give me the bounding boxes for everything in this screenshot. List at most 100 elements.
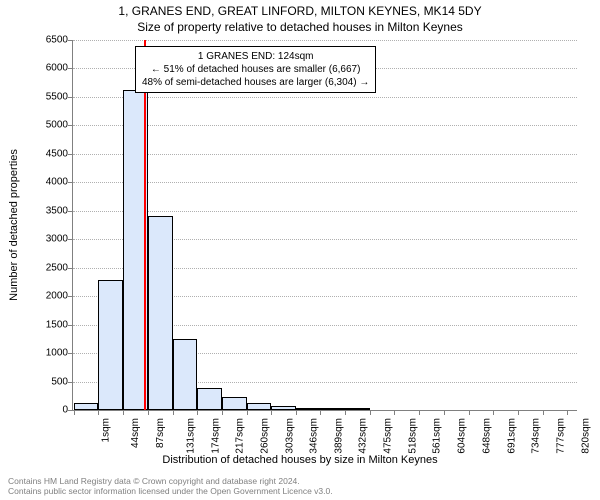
x-axis-label: Distribution of detached houses by size …: [0, 454, 600, 466]
xtick-mark: [370, 410, 371, 415]
xtick-label: 691sqm: [506, 418, 517, 454]
xtick-mark: [222, 410, 223, 415]
chart-container: 1, GRANES END, GREAT LINFORD, MILTON KEY…: [0, 0, 600, 500]
histogram-bar: [197, 388, 222, 410]
histogram-bar: [271, 406, 296, 410]
xtick-label: 518sqm: [407, 418, 418, 454]
ytick-label: 3500: [28, 205, 68, 216]
ytick-label: 500: [28, 376, 68, 387]
ytick-mark: [68, 211, 73, 212]
ytick-label: 5000: [28, 120, 68, 131]
ytick-label: 6000: [28, 63, 68, 74]
chart-title-line1: 1, GRANES END, GREAT LINFORD, MILTON KEY…: [0, 4, 600, 18]
xtick-label: 475sqm: [383, 418, 394, 454]
xtick-label: 389sqm: [333, 418, 344, 454]
ytick-mark: [68, 154, 73, 155]
xtick-mark: [148, 410, 149, 415]
histogram-bar: [173, 339, 198, 410]
ytick-mark: [68, 68, 73, 69]
xtick-mark: [469, 410, 470, 415]
plot-area: 1 GRANES END: 124sqm ← 51% of detached h…: [72, 40, 577, 411]
ytick-mark: [68, 182, 73, 183]
ytick-mark: [68, 97, 73, 98]
xtick-mark: [567, 410, 568, 415]
gridline-h: [73, 125, 577, 126]
xtick-mark: [123, 410, 124, 415]
ytick-mark: [68, 296, 73, 297]
ytick-label: 6500: [28, 35, 68, 46]
xtick-mark: [247, 410, 248, 415]
xtick-label: 734sqm: [531, 418, 542, 454]
xtick-mark: [98, 410, 99, 415]
gridline-h: [73, 211, 577, 212]
xtick-label: 432sqm: [358, 418, 369, 454]
ytick-label: 4000: [28, 177, 68, 188]
histogram-bar: [296, 408, 321, 410]
histogram-bar: [98, 280, 123, 410]
ytick-mark: [68, 353, 73, 354]
xtick-mark: [543, 410, 544, 415]
ytick-mark: [68, 410, 73, 411]
xtick-mark: [74, 410, 75, 415]
ytick-mark: [68, 325, 73, 326]
y-axis-label: Number of detached properties: [8, 149, 20, 301]
xtick-mark: [419, 410, 420, 415]
indicator-line: [144, 40, 146, 410]
xtick-mark: [518, 410, 519, 415]
gridline-h: [73, 154, 577, 155]
xtick-mark: [444, 410, 445, 415]
info-line-1: 1 GRANES END: 124sqm: [142, 50, 369, 63]
ytick-mark: [68, 40, 73, 41]
xtick-label: 604sqm: [457, 418, 468, 454]
xtick-label: 820sqm: [580, 418, 591, 454]
xtick-label: 346sqm: [309, 418, 320, 454]
gridline-h: [73, 40, 577, 41]
xtick-label: 174sqm: [210, 418, 221, 454]
xtick-mark: [271, 410, 272, 415]
footer-line-1: Contains HM Land Registry data © Crown c…: [8, 476, 333, 486]
xtick-mark: [173, 410, 174, 415]
ytick-label: 5500: [28, 91, 68, 102]
chart-title-line2: Size of property relative to detached ho…: [0, 20, 600, 34]
xtick-label: 561sqm: [432, 418, 443, 454]
xtick-label: 87sqm: [155, 418, 166, 448]
histogram-bar: [320, 408, 345, 410]
ytick-label: 2000: [28, 291, 68, 302]
ytick-mark: [68, 239, 73, 240]
ytick-mark: [68, 382, 73, 383]
histogram-bar: [74, 403, 99, 410]
ytick-label: 2500: [28, 262, 68, 273]
ytick-label: 4500: [28, 148, 68, 159]
xtick-label: 131sqm: [186, 418, 197, 454]
xtick-label: 44sqm: [130, 418, 141, 448]
xtick-mark: [320, 410, 321, 415]
gridline-h: [73, 182, 577, 183]
ytick-label: 0: [28, 405, 68, 416]
xtick-mark: [493, 410, 494, 415]
gridline-h: [73, 97, 577, 98]
xtick-label: 260sqm: [259, 418, 270, 454]
xtick-mark: [394, 410, 395, 415]
footer: Contains HM Land Registry data © Crown c…: [8, 476, 333, 496]
histogram-bar: [148, 216, 173, 410]
xtick-label: 648sqm: [482, 418, 493, 454]
xtick-mark: [345, 410, 346, 415]
xtick-label: 303sqm: [284, 418, 295, 454]
histogram-bar: [222, 397, 247, 410]
xtick-mark: [296, 410, 297, 415]
footer-line-2: Contains public sector information licen…: [8, 486, 333, 496]
info-line-3: 48% of semi-detached houses are larger (…: [142, 76, 369, 89]
xtick-label: 217sqm: [235, 418, 246, 454]
ytick-label: 3000: [28, 234, 68, 245]
histogram-bar: [345, 408, 370, 410]
info-box: 1 GRANES END: 124sqm ← 51% of detached h…: [135, 46, 376, 93]
ytick-label: 1500: [28, 319, 68, 330]
xtick-label: 1sqm: [100, 418, 111, 442]
ytick-mark: [68, 268, 73, 269]
histogram-bar: [247, 403, 272, 410]
ytick-label: 1000: [28, 348, 68, 359]
xtick-mark: [197, 410, 198, 415]
xtick-label: 777sqm: [556, 418, 567, 454]
ytick-mark: [68, 125, 73, 126]
info-line-2: ← 51% of detached houses are smaller (6,…: [142, 63, 369, 76]
